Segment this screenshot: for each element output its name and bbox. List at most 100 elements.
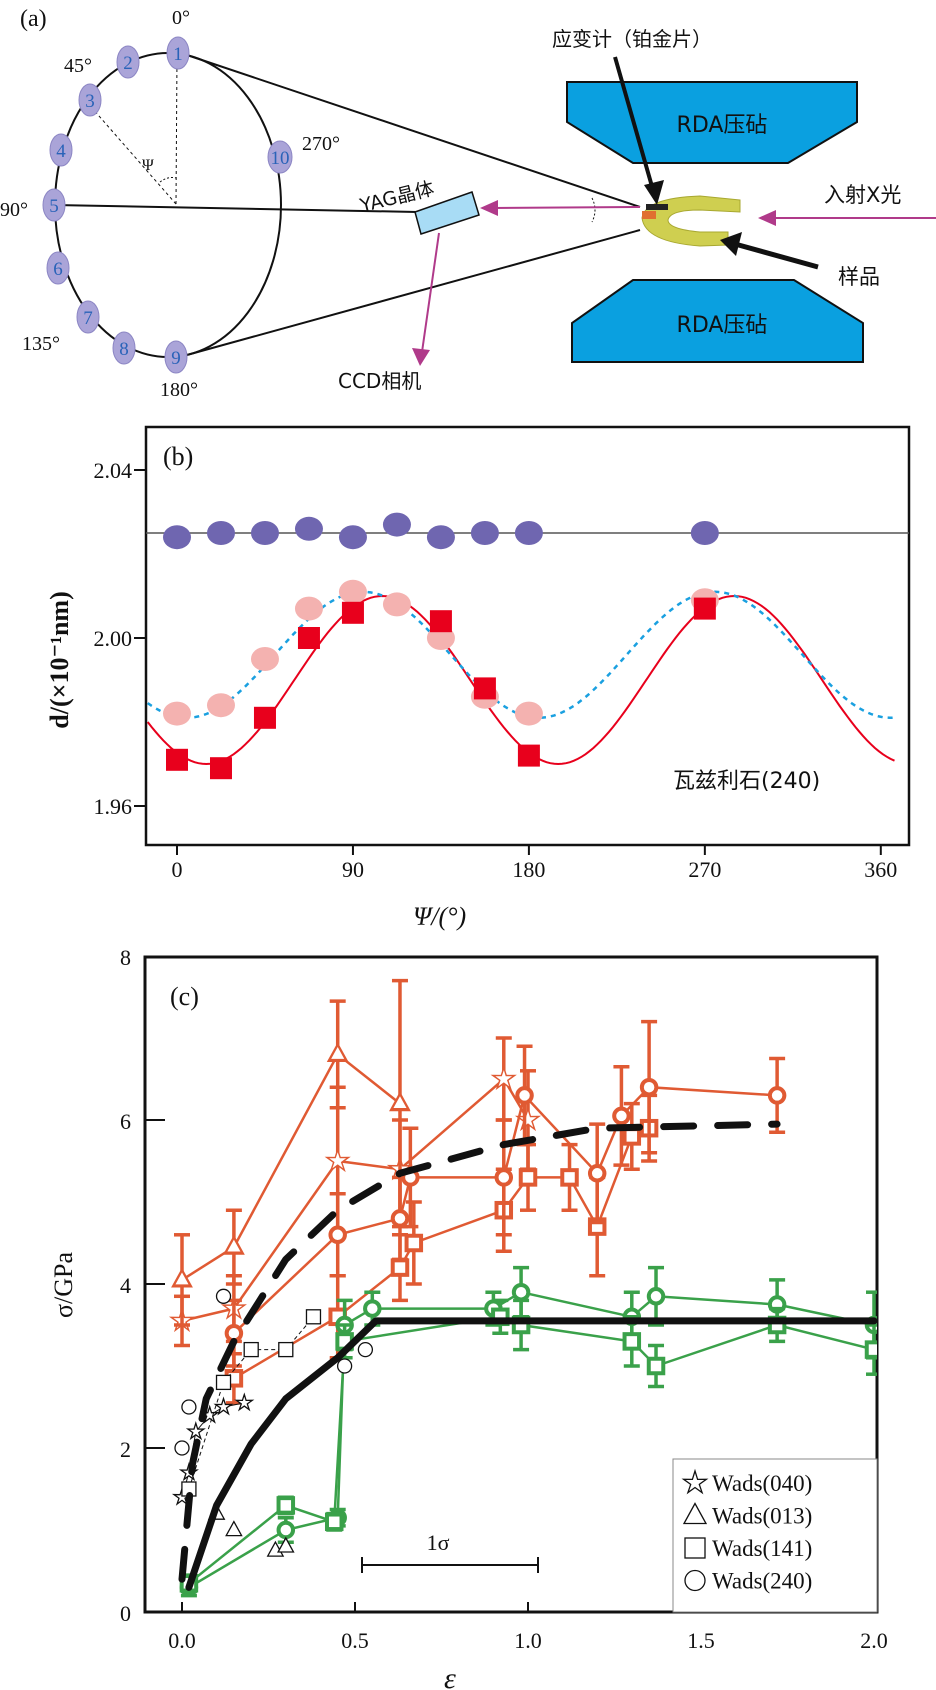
panel-b-chart: (b) Ψ/(°) d/(×10⁻¹nm) 瓦兹利石(240) 1.96 2.00… (45, 425, 911, 931)
anvil-bottom (571, 279, 864, 363)
y-tick-label: 2.04 (94, 458, 133, 483)
marker-center (591, 1168, 603, 1179)
black-squares-point (215, 1374, 232, 1391)
marker-center (564, 1172, 575, 1183)
sample-piece (642, 211, 656, 219)
legend-item: Wads(240) (684, 1569, 812, 1594)
red-240-line (233, 1085, 778, 1335)
position-number: 1 (173, 44, 183, 65)
pink-circles-point (250, 647, 279, 671)
blue-circles-point (426, 525, 455, 550)
panel-c-chart: (c) ε σ/GPa 1σ 0 2 4 6 8 0.0 0.5 1.0 1.5 2.0 Wads(… (49, 945, 888, 1690)
red-squares-point (166, 748, 188, 771)
marker-center (771, 1090, 783, 1101)
position-1: 1 (166, 36, 190, 70)
x-axis-title: ε (444, 1662, 456, 1690)
black-stars-point (213, 1396, 234, 1416)
legend-label: Wads(141) (712, 1536, 812, 1561)
pink-circles-point (338, 579, 367, 604)
strain-gauge (646, 204, 668, 210)
marker-center (626, 1336, 638, 1347)
x-tick-label: 180 (512, 857, 545, 882)
legend-item: Wads(013) (682, 1502, 812, 1529)
y-tick-label: 2 (120, 1437, 131, 1462)
legend-label: Wads(013) (712, 1504, 812, 1529)
marker-center (394, 1213, 406, 1224)
marker-center (394, 1262, 406, 1273)
position-number: 10 (271, 148, 290, 169)
black-circles-point (215, 1288, 232, 1304)
black-squares-point (243, 1341, 259, 1358)
blue-circles-point (338, 525, 367, 550)
position-9: 9 (164, 340, 188, 374)
panel-a-label: (a) (20, 6, 47, 32)
panel-a-diagram: (a) Ψ 1 2 3 4 5 6 7 8 9 10 0° 45° 90° 13… (0, 6, 936, 401)
psi-angle-line (91, 107, 177, 205)
blue-circles-point (470, 521, 499, 545)
position-10: 10 (267, 140, 293, 174)
y-tick-label: 1.96 (94, 794, 133, 819)
angle-label-45: 45° (64, 55, 92, 77)
blue-circles-point (382, 512, 411, 537)
position-2: 2 (116, 45, 140, 79)
marker-center (393, 1096, 407, 1109)
blue-circles-point (690, 521, 719, 545)
y-axis-title: d/(×10⁻¹nm) (45, 591, 74, 728)
red-squares-point (297, 627, 320, 649)
arrowhead-icon (758, 210, 776, 226)
red-squares-point (517, 744, 540, 767)
position-6: 6 (46, 251, 70, 285)
arrowhead-icon (644, 180, 664, 205)
marker-center (519, 1090, 530, 1101)
x-tick-label: 1.0 (514, 1628, 542, 1653)
y-tick-label: 4 (120, 1273, 131, 1298)
marker-center (650, 1291, 662, 1302)
marker-center (626, 1131, 638, 1142)
panel-b-label: (b) (163, 442, 193, 471)
y-tick-label: 0 (120, 1601, 131, 1626)
star-icon (681, 1468, 709, 1495)
xray-label: 入射X光 (824, 183, 901, 207)
marker-center (280, 1500, 292, 1511)
red-squares-point (693, 597, 716, 620)
solid-fit-curve (185, 1317, 877, 1591)
black-squares-point (305, 1309, 322, 1325)
scale-bar-label: 1σ (427, 1530, 450, 1555)
marker-center (329, 1152, 347, 1169)
mineral-annotation: 瓦兹利石(240) (673, 769, 820, 794)
position-number: 2 (123, 53, 133, 74)
marker-center (280, 1524, 292, 1536)
position-number: 7 (83, 308, 93, 329)
x-tick-label: 2.0 (860, 1628, 888, 1653)
pink-circles-point (206, 693, 235, 718)
legend-item: Wads(040) (681, 1468, 812, 1496)
square-icon (684, 1537, 706, 1559)
cone-line-bottom (175, 229, 641, 359)
x-tick-label: 270 (688, 857, 721, 882)
position-number: 3 (85, 91, 95, 112)
anvil-top-label: RDA压砧 (677, 113, 768, 138)
panel-c-label: (c) (170, 982, 199, 1011)
center-beam-line (53, 204, 418, 213)
red-squares-point (209, 757, 232, 780)
x-tick-label: 1.5 (687, 1628, 715, 1653)
black-stars-point (234, 1392, 255, 1412)
plot-frame (144, 425, 911, 847)
marker-center (175, 1272, 189, 1285)
blue-circles-point (206, 521, 235, 545)
legend-item: Wads(141) (684, 1536, 812, 1561)
sample-label: 样品 (838, 265, 880, 289)
cone-angle-mark (591, 197, 596, 223)
black-circles-point (357, 1341, 374, 1358)
pink-circles-point (163, 701, 191, 726)
position-5: 5 (42, 188, 66, 222)
gauge-arrow (613, 56, 655, 191)
black-stars-point (185, 1421, 206, 1441)
marker-center (522, 1172, 534, 1183)
position-number: 8 (119, 339, 129, 360)
plot-area (168, 978, 877, 1598)
marker-center (868, 1344, 877, 1355)
red-squares-point (429, 610, 452, 633)
black-circles-point (336, 1358, 353, 1374)
x-tick-label: 0.0 (168, 1628, 196, 1653)
